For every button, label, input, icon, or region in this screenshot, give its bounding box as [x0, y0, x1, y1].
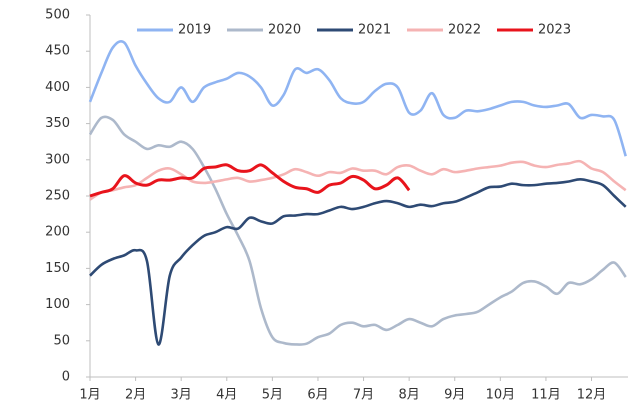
x-tick-label: 6月 [307, 388, 328, 403]
x-tick-label: 5月 [262, 388, 283, 403]
y-tick-label: 150 [45, 261, 70, 276]
series-line [89, 159, 627, 201]
legend-label: 2019 [178, 23, 211, 38]
legend-label: 2020 [268, 23, 301, 38]
y-tick-label: 50 [53, 333, 70, 348]
y-tick-label: 250 [45, 189, 70, 204]
x-tick-label: 2月 [125, 388, 146, 403]
x-tick-label: 4月 [216, 388, 237, 403]
x-tick-label: 3月 [171, 388, 192, 403]
x-tick-label: 9月 [444, 388, 465, 403]
series-line [89, 163, 411, 198]
x-tick-label: 1月 [79, 388, 100, 403]
legend-label: 2023 [538, 23, 571, 38]
y-tick-label: 400 [45, 80, 70, 95]
series-line [89, 178, 627, 346]
x-tick-label: 8月 [399, 388, 420, 403]
legend-label: 2021 [358, 23, 391, 38]
x-tick-label: 12月 [577, 388, 607, 403]
legend-label: 2022 [448, 23, 481, 38]
y-tick-label: 100 [45, 297, 70, 312]
y-tick-label: 450 [45, 44, 70, 59]
series-line [88, 115, 627, 346]
x-tick-label: 10月 [486, 388, 516, 403]
y-tick-label: 350 [45, 116, 70, 131]
y-tick-label: 500 [45, 8, 70, 23]
y-tick-label: 300 [45, 152, 70, 167]
y-tick-label: 0 [62, 370, 70, 385]
x-tick-label: 11月 [531, 388, 561, 403]
x-tick-label: 7月 [353, 388, 374, 403]
series-line [88, 40, 627, 157]
y-tick-label: 200 [45, 225, 70, 240]
